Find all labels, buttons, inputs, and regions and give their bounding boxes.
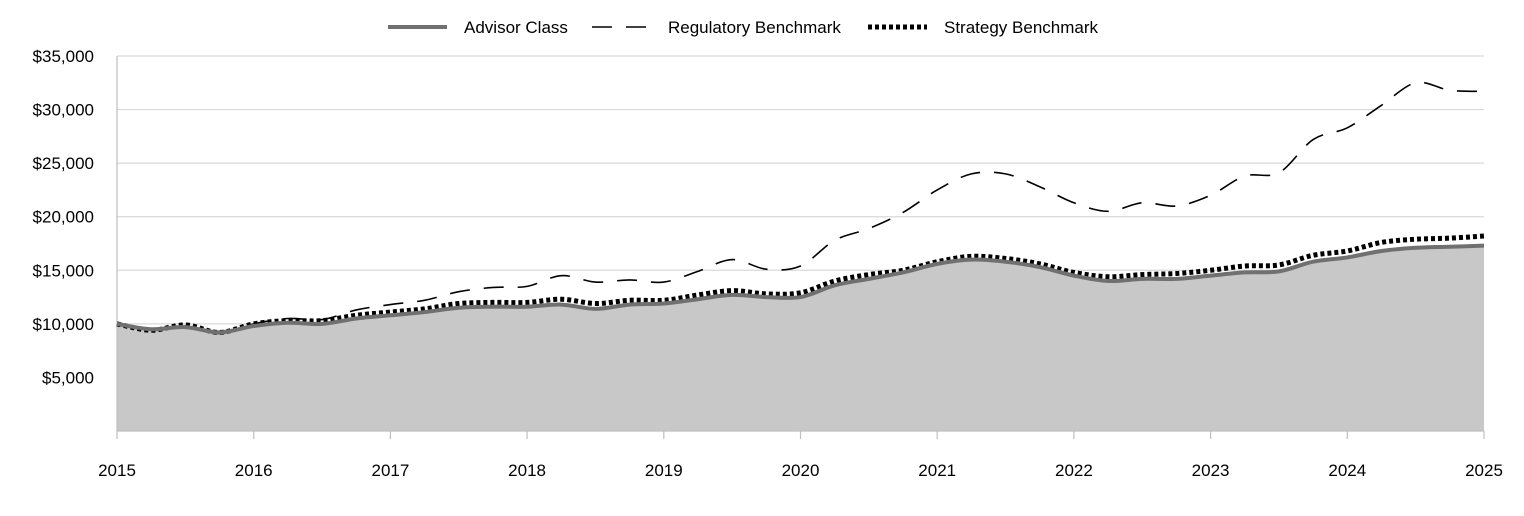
legend-label-strategy-benchmark: Strategy Benchmark <box>944 18 1099 37</box>
y-tick-label-2: $15,000 <box>33 261 94 280</box>
legend-label-advisor-class: Advisor Class <box>464 18 568 37</box>
x-tick-label-4: 2019 <box>645 461 683 480</box>
series-line-strategy-benchmark <box>116 233 1485 335</box>
x-tick-label-7: 2022 <box>1055 461 1093 480</box>
y-tick-label-4: $25,000 <box>33 154 94 173</box>
series-lines <box>116 81 1485 335</box>
x-tick-label-8: 2023 <box>1192 461 1230 480</box>
series-line-advisor-class <box>116 243 1485 335</box>
x-tick-label-2: 2017 <box>371 461 409 480</box>
y-tick-label-0: $5,000 <box>42 368 94 387</box>
axes <box>116 56 1485 439</box>
series-line-regulatory-benchmark <box>116 81 1485 335</box>
y-tick-label-3: $20,000 <box>33 208 94 227</box>
x-tick-label-9: 2024 <box>1328 461 1366 480</box>
x-tick-label-10: 2025 <box>1465 461 1503 480</box>
x-tick-label-5: 2020 <box>782 461 820 480</box>
x-tick-label-0: 2015 <box>98 461 136 480</box>
area-advisor-class <box>117 245 1484 431</box>
y-axis-tick-labels: $5,000 $10,000 $15,000 $20,000 $25,000 $30,00… <box>33 47 94 387</box>
x-tick-label-6: 2021 <box>918 461 956 480</box>
y-tick-label-6: $35,000 <box>33 47 94 66</box>
x-tick-label-3: 2018 <box>508 461 546 480</box>
y-tick-label-5: $30,000 <box>33 101 94 120</box>
x-tick-label-1: 2016 <box>235 461 273 480</box>
x-axis-tick-labels: 2015 2016 2017 2018 2019 2020 2021 2022 2023 2024… <box>98 461 1503 480</box>
legend-label-regulatory-benchmark: Regulatory Benchmark <box>668 18 841 37</box>
y-tick-label-1: $10,000 <box>33 315 94 334</box>
area-layer <box>117 245 1484 431</box>
chart-legend: Advisor Class Regulatory Benchmark Strat… <box>388 18 1099 37</box>
